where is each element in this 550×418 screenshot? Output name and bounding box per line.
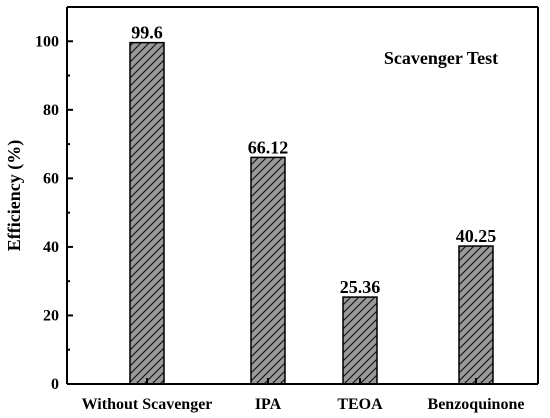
y-tick-label: 20: [43, 307, 59, 324]
bar-ipa: [250, 156, 286, 385]
bar-teoa: [342, 296, 378, 385]
x-tick-label: TEOA: [337, 396, 383, 413]
x-tick-label: Without Scavenger: [82, 396, 213, 413]
bars-layer: [129, 41, 494, 385]
y-tick-label: 60: [43, 170, 59, 187]
y-tick-label: 80: [43, 102, 59, 119]
data-labels-layer: 99.6 66.12 25.36 40.25: [131, 23, 496, 297]
x-ticks-layer: Without Scavenger IPA TEOA Benzoquinone: [82, 378, 525, 413]
y-ticks-layer: 0 20 40 60 80 100: [35, 33, 73, 393]
x-tick-label: Benzoquinone: [428, 396, 525, 413]
data-label: 25.36: [340, 277, 381, 297]
bar-without-scavenger: [129, 41, 165, 385]
data-label: 66.12: [248, 137, 289, 157]
y-tick-label: 100: [35, 33, 59, 50]
chart-title: Scavenger Test: [384, 48, 498, 68]
data-label: 40.25: [456, 226, 497, 246]
bar-benzoquinone: [458, 245, 494, 385]
y-tick-label: 40: [43, 239, 59, 256]
y-axis-label: Efficiency (%): [4, 140, 25, 251]
data-label: 99.6: [131, 23, 163, 43]
x-tick-label: IPA: [255, 396, 282, 413]
y-tick-label: 0: [51, 376, 59, 393]
